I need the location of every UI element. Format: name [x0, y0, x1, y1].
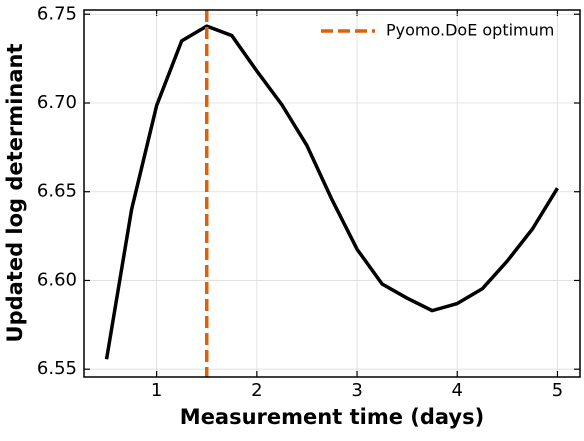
y-tick-label: 6.65	[37, 181, 77, 202]
data-line	[104, 24, 559, 360]
y-tick-label: 6.55	[37, 358, 77, 379]
plot-frame	[83, 9, 581, 378]
x-tick-label: 5	[552, 380, 563, 401]
x-tick-label: 1	[151, 380, 162, 401]
x-tick-label: 4	[452, 380, 463, 401]
legend-label: Pyomo.DoE optimum	[386, 21, 554, 40]
x-axis-label: Measurement time (days)	[180, 405, 484, 429]
y-tick-label: 6.70	[37, 92, 77, 113]
y-axis-label: Updated log determinant	[3, 44, 27, 343]
y-tick-label: 6.60	[37, 269, 77, 290]
x-tick-label: 2	[251, 380, 262, 401]
x-tick-label: 3	[351, 380, 362, 401]
y-tick-label: 6.75	[37, 3, 77, 24]
